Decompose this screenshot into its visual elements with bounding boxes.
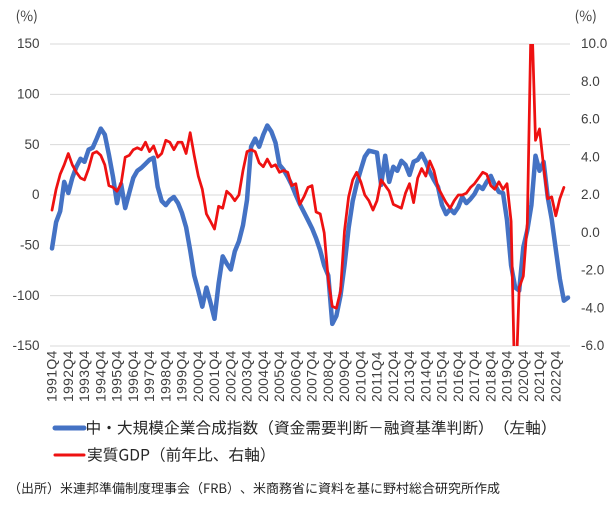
svg-text:1991Q4: 1991Q4 bbox=[44, 350, 60, 402]
svg-text:-2.0: -2.0 bbox=[581, 263, 604, 278]
svg-text:1997Q4: 1997Q4 bbox=[141, 350, 157, 402]
svg-text:2002Q4: 2002Q4 bbox=[222, 350, 238, 402]
svg-text:2004Q4: 2004Q4 bbox=[255, 350, 271, 402]
svg-text:100: 100 bbox=[17, 86, 40, 101]
svg-text:2007Q4: 2007Q4 bbox=[304, 350, 320, 402]
svg-text:2003Q4: 2003Q4 bbox=[239, 350, 255, 402]
svg-text:50: 50 bbox=[24, 137, 39, 152]
svg-text:-6.0: -6.0 bbox=[581, 338, 604, 353]
svg-text:2001Q4: 2001Q4 bbox=[206, 350, 222, 402]
svg-text:1993Q4: 1993Q4 bbox=[76, 350, 92, 402]
svg-text:2000Q4: 2000Q4 bbox=[190, 350, 206, 402]
svg-text:2015Q4: 2015Q4 bbox=[434, 350, 450, 402]
svg-text:2021Q4: 2021Q4 bbox=[531, 350, 547, 402]
svg-text:1998Q4: 1998Q4 bbox=[157, 350, 173, 402]
svg-text:150: 150 bbox=[17, 36, 40, 51]
svg-text:4.0: 4.0 bbox=[581, 149, 600, 164]
svg-text:8.0: 8.0 bbox=[581, 74, 600, 89]
svg-text:-4.0: -4.0 bbox=[581, 300, 604, 315]
svg-text:2014Q4: 2014Q4 bbox=[417, 350, 433, 402]
svg-text:2012Q4: 2012Q4 bbox=[385, 350, 401, 402]
svg-text:2019Q4: 2019Q4 bbox=[499, 350, 515, 402]
svg-text:10.0: 10.0 bbox=[581, 36, 607, 51]
svg-text:-50: -50 bbox=[20, 237, 40, 252]
svg-text:2010Q4: 2010Q4 bbox=[352, 350, 368, 402]
svg-text:2006Q4: 2006Q4 bbox=[287, 350, 303, 402]
svg-text:2017Q4: 2017Q4 bbox=[466, 350, 482, 402]
svg-text:2.0: 2.0 bbox=[581, 187, 600, 202]
svg-text:0.0: 0.0 bbox=[581, 225, 600, 240]
svg-text:2008Q4: 2008Q4 bbox=[320, 350, 336, 402]
svg-text:1995Q4: 1995Q4 bbox=[109, 350, 125, 402]
svg-text:2020Q4: 2020Q4 bbox=[515, 350, 531, 402]
svg-text:1996Q4: 1996Q4 bbox=[125, 350, 141, 402]
svg-text:1992Q4: 1992Q4 bbox=[60, 350, 76, 402]
svg-text:2022Q4: 2022Q4 bbox=[547, 350, 563, 402]
svg-text:6.0: 6.0 bbox=[581, 112, 600, 127]
svg-text:2009Q4: 2009Q4 bbox=[336, 350, 352, 402]
svg-text:-150: -150 bbox=[12, 338, 39, 353]
svg-text:-100: -100 bbox=[12, 288, 39, 303]
svg-text:1999Q4: 1999Q4 bbox=[174, 350, 190, 402]
svg-text:0: 0 bbox=[32, 187, 40, 202]
svg-text:2011Q4: 2011Q4 bbox=[369, 351, 385, 402]
svg-text:2016Q4: 2016Q4 bbox=[450, 350, 466, 402]
svg-text:2013Q4: 2013Q4 bbox=[401, 350, 417, 402]
svg-text:2018Q4: 2018Q4 bbox=[482, 350, 498, 402]
svg-text:1994Q4: 1994Q4 bbox=[92, 350, 108, 402]
svg-text:2005Q4: 2005Q4 bbox=[271, 350, 287, 402]
